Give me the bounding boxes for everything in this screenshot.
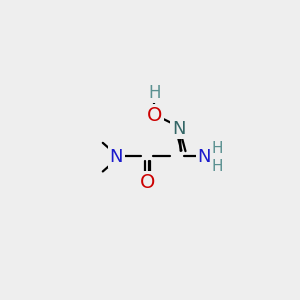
Text: N: N [110,148,123,166]
Text: H: H [148,84,161,102]
Text: H: H [212,159,223,174]
Text: H: H [212,141,223,156]
Text: N: N [172,119,185,137]
Text: O: O [147,106,162,125]
Text: N: N [198,148,211,166]
Text: O: O [140,172,155,191]
